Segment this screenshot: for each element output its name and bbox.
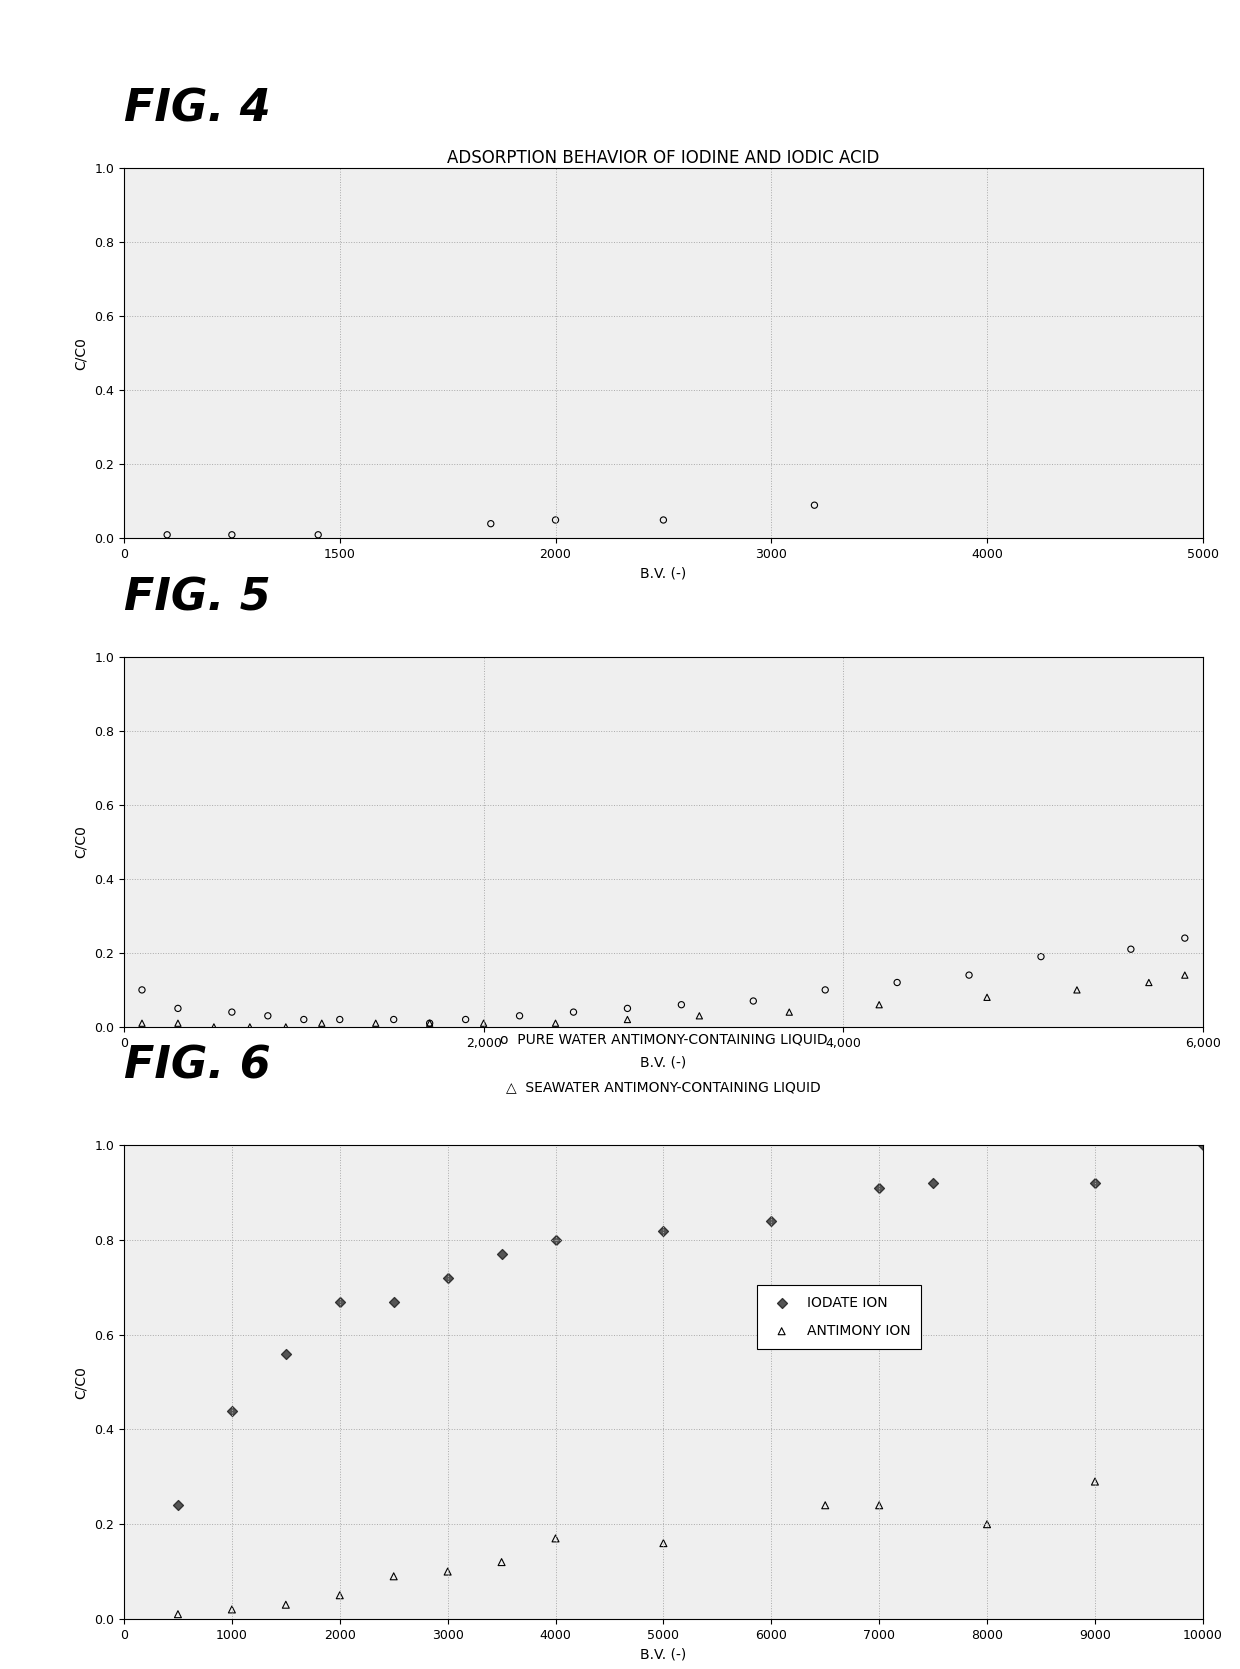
IODATE ION bbox=[869, 1175, 889, 1202]
Point bbox=[330, 1006, 350, 1033]
ANTIMONY ION bbox=[330, 1582, 350, 1609]
Point bbox=[779, 998, 799, 1025]
ANTIMONY ION bbox=[275, 1591, 295, 1617]
Y-axis label: C/C0: C/C0 bbox=[73, 337, 87, 371]
Point bbox=[888, 970, 908, 996]
Point bbox=[618, 995, 637, 1021]
Point bbox=[131, 976, 151, 1003]
IODATE ION bbox=[653, 1217, 673, 1243]
ANTIMONY ION bbox=[384, 1562, 404, 1589]
IODATE ION bbox=[761, 1208, 781, 1235]
Y-axis label: C/C0: C/C0 bbox=[73, 826, 87, 858]
Point bbox=[419, 1010, 439, 1036]
ANTIMONY ION bbox=[816, 1492, 836, 1519]
Title: ADSORPTION BEHAVIOR OF IODINE AND IODIC ACID: ADSORPTION BEHAVIOR OF IODINE AND IODIC … bbox=[448, 149, 879, 167]
Point bbox=[481, 511, 501, 537]
IODATE ION bbox=[1193, 1132, 1213, 1158]
Point bbox=[167, 1010, 188, 1036]
Point bbox=[653, 507, 673, 534]
Point bbox=[743, 988, 763, 1015]
Point bbox=[203, 1013, 223, 1040]
Point bbox=[222, 998, 242, 1025]
Text: o  PURE WATER ANTIMONY-CONTAINING LIQUID: o PURE WATER ANTIMONY-CONTAINING LIQUID bbox=[500, 1033, 827, 1046]
ANTIMONY ION bbox=[222, 1596, 242, 1622]
Point bbox=[157, 521, 177, 547]
IODATE ION bbox=[275, 1340, 295, 1367]
Point bbox=[384, 1006, 404, 1033]
Point bbox=[689, 1003, 709, 1030]
ANTIMONY ION bbox=[869, 1492, 889, 1519]
ANTIMONY ION bbox=[167, 1601, 188, 1627]
Point bbox=[546, 1010, 565, 1036]
Point bbox=[419, 1010, 439, 1036]
Point bbox=[311, 1010, 331, 1036]
Point bbox=[563, 998, 584, 1025]
Point bbox=[618, 1006, 637, 1033]
IODATE ION bbox=[167, 1492, 188, 1519]
Point bbox=[131, 1010, 151, 1036]
Point bbox=[309, 521, 329, 547]
Point bbox=[456, 1006, 476, 1033]
IODATE ION bbox=[438, 1265, 458, 1292]
X-axis label: B.V. (-): B.V. (-) bbox=[640, 1647, 687, 1661]
Point bbox=[1174, 925, 1194, 951]
Point bbox=[258, 1003, 278, 1030]
Point bbox=[239, 1013, 260, 1040]
Point bbox=[275, 1013, 295, 1040]
Point bbox=[222, 521, 242, 547]
Point bbox=[366, 1010, 386, 1036]
Point bbox=[546, 507, 565, 534]
Point bbox=[816, 976, 836, 1003]
IODATE ION bbox=[330, 1288, 350, 1315]
IODATE ION bbox=[546, 1227, 565, 1253]
ANTIMONY ION bbox=[653, 1530, 673, 1557]
Point bbox=[167, 995, 188, 1021]
Point bbox=[1066, 976, 1086, 1003]
ANTIMONY ION bbox=[491, 1549, 512, 1576]
Point bbox=[869, 991, 889, 1018]
Text: FIG. 6: FIG. 6 bbox=[124, 1045, 270, 1088]
IODATE ION bbox=[384, 1288, 404, 1315]
Text: FIG. 5: FIG. 5 bbox=[124, 576, 270, 619]
Point bbox=[977, 985, 997, 1011]
Point bbox=[960, 961, 980, 988]
Point bbox=[474, 1010, 494, 1036]
Point bbox=[1138, 970, 1158, 996]
X-axis label: B.V. (-): B.V. (-) bbox=[640, 1055, 687, 1070]
IODATE ION bbox=[491, 1240, 512, 1267]
Point bbox=[805, 492, 825, 519]
ANTIMONY ION bbox=[977, 1510, 997, 1537]
Point bbox=[510, 1003, 529, 1030]
X-axis label: B.V. (-): B.V. (-) bbox=[640, 567, 687, 581]
Point bbox=[672, 991, 692, 1018]
Legend: IODATE ION, ANTIMONY ION: IODATE ION, ANTIMONY ION bbox=[756, 1285, 921, 1349]
Point bbox=[1032, 943, 1052, 970]
Point bbox=[1174, 961, 1194, 988]
IODATE ION bbox=[1085, 1170, 1105, 1197]
Point bbox=[294, 1006, 314, 1033]
ANTIMONY ION bbox=[438, 1559, 458, 1586]
ANTIMONY ION bbox=[1085, 1469, 1105, 1495]
IODATE ION bbox=[923, 1170, 944, 1197]
Text: FIG. 4: FIG. 4 bbox=[124, 88, 270, 130]
Y-axis label: C/C0: C/C0 bbox=[73, 1365, 87, 1399]
ANTIMONY ION bbox=[546, 1525, 565, 1552]
IODATE ION bbox=[222, 1397, 242, 1424]
Text: △  SEAWATER ANTIMONY-CONTAINING LIQUID: △ SEAWATER ANTIMONY-CONTAINING LIQUID bbox=[506, 1080, 821, 1095]
Point bbox=[1121, 936, 1141, 963]
